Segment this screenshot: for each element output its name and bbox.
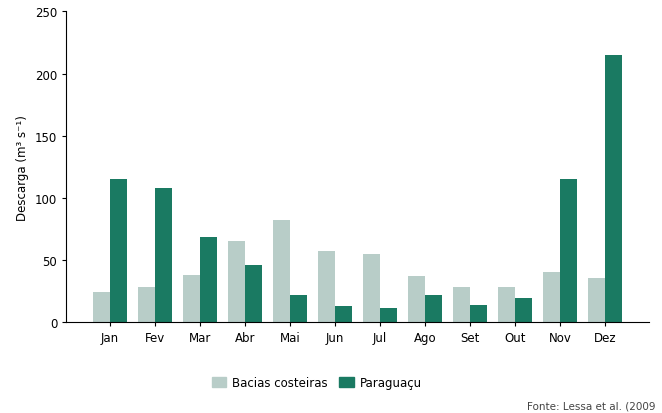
Bar: [155, 188, 172, 322]
Bar: [200, 238, 217, 322]
Bar: [543, 273, 560, 322]
Bar: [273, 221, 290, 322]
Bar: [93, 292, 110, 322]
Bar: [380, 309, 397, 322]
Bar: [408, 276, 425, 322]
Bar: [318, 252, 335, 322]
Bar: [290, 295, 307, 322]
Bar: [363, 254, 380, 322]
Legend: Bacias costeiras, Paraguaçu: Bacias costeiras, Paraguaçu: [207, 371, 426, 394]
Bar: [183, 275, 200, 322]
Bar: [498, 287, 515, 322]
Y-axis label: Descarga (m³ s⁻¹): Descarga (m³ s⁻¹): [17, 114, 29, 220]
Bar: [470, 305, 487, 322]
Bar: [605, 56, 622, 322]
Bar: [335, 306, 352, 322]
Bar: [453, 287, 470, 322]
Bar: [138, 287, 155, 322]
Bar: [228, 242, 245, 322]
Bar: [588, 279, 605, 322]
Bar: [110, 180, 127, 322]
Bar: [425, 295, 442, 322]
Bar: [245, 265, 262, 322]
Bar: [515, 299, 532, 322]
Text: Fonte: Lessa et al. (2009: Fonte: Lessa et al. (2009: [527, 401, 655, 411]
Bar: [560, 180, 577, 322]
